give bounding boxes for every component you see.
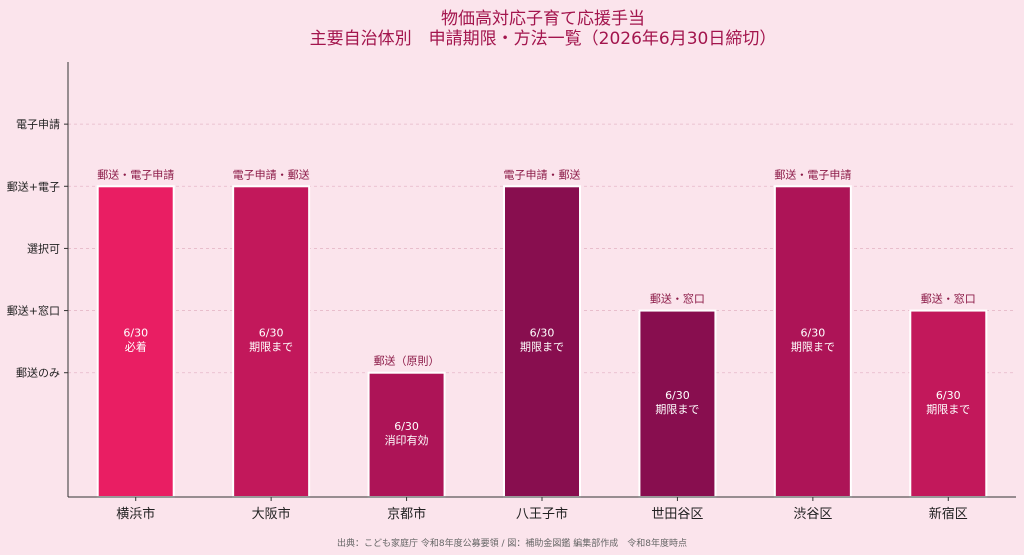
y-tick-label: 郵送+電子 bbox=[7, 179, 60, 193]
bar-deadline-label: 6/30 bbox=[394, 420, 419, 433]
chart-title-line-2: 主要自治体別 申請期限・方法一覧（2026年6月30日締切） bbox=[310, 29, 777, 49]
bar-deadline-label: 期限まで bbox=[655, 403, 699, 416]
x-tick-label: 世田谷区 bbox=[651, 507, 703, 522]
bar-deadline-label: 6/30 bbox=[259, 327, 284, 340]
x-tick-label: 京都市 bbox=[387, 506, 426, 522]
x-tick-label: 新宿区 bbox=[929, 506, 968, 522]
bar-method-label: 郵送・窓口 bbox=[650, 292, 705, 306]
bar-deadline-label: 6/30 bbox=[123, 327, 148, 340]
bar-deadline-label: 必着 bbox=[125, 340, 147, 354]
bar bbox=[367, 371, 446, 499]
x-tick-label: 横浜市 bbox=[116, 506, 155, 522]
bar-deadline-label: 期限まで bbox=[791, 341, 835, 354]
bar-method-label: 郵送・電子申請 bbox=[774, 167, 851, 181]
bar bbox=[638, 309, 717, 499]
bar-deadline-label: 6/30 bbox=[936, 389, 961, 402]
bar-deadline-label: 期限まで bbox=[249, 341, 293, 354]
bar-deadline-label: 期限まで bbox=[926, 403, 970, 416]
y-tick-label: 電子申請 bbox=[16, 117, 60, 131]
bar-deadline-label: 消印有効 bbox=[385, 433, 429, 447]
bar-method-label: 電子申請・郵送 bbox=[233, 167, 310, 181]
bar-method-label: 郵送（原則） bbox=[374, 354, 440, 368]
bar bbox=[503, 185, 581, 499]
source-note: 出典：こども家庭庁 令和8年度公募要領 / 図：補助金図鑑 編集部作成 令和8年… bbox=[337, 537, 687, 549]
bar-deadline-label: 6/30 bbox=[665, 389, 690, 402]
y-tick-label: 選択可 bbox=[27, 241, 60, 255]
x-tick-label: 渋谷区 bbox=[793, 507, 832, 522]
y-tick-label: 郵送のみ bbox=[16, 366, 60, 380]
bar bbox=[232, 185, 311, 499]
bars: 郵送・電子申請6/30必着電子申請・郵送6/30期限まで郵送（原則）6/30消印… bbox=[96, 167, 988, 499]
bar-deadline-label: 6/30 bbox=[530, 327, 555, 340]
bar-deadline-label: 6/30 bbox=[801, 327, 826, 340]
bar-method-label: 電子申請・郵送 bbox=[504, 167, 581, 181]
x-tick-label: 大阪市 bbox=[252, 506, 291, 522]
bar bbox=[96, 185, 175, 499]
bar bbox=[773, 185, 852, 499]
bar-method-label: 郵送・電子申請 bbox=[97, 167, 174, 181]
x-tick-label: 八王子市 bbox=[516, 506, 568, 522]
bar-deadline-label: 期限まで bbox=[520, 341, 564, 354]
bar-method-label: 郵送・窓口 bbox=[921, 292, 976, 306]
y-tick-label: 郵送+窓口 bbox=[7, 304, 60, 318]
chart-title-line-1: 物価高対応子育て応援手当 bbox=[441, 9, 645, 29]
